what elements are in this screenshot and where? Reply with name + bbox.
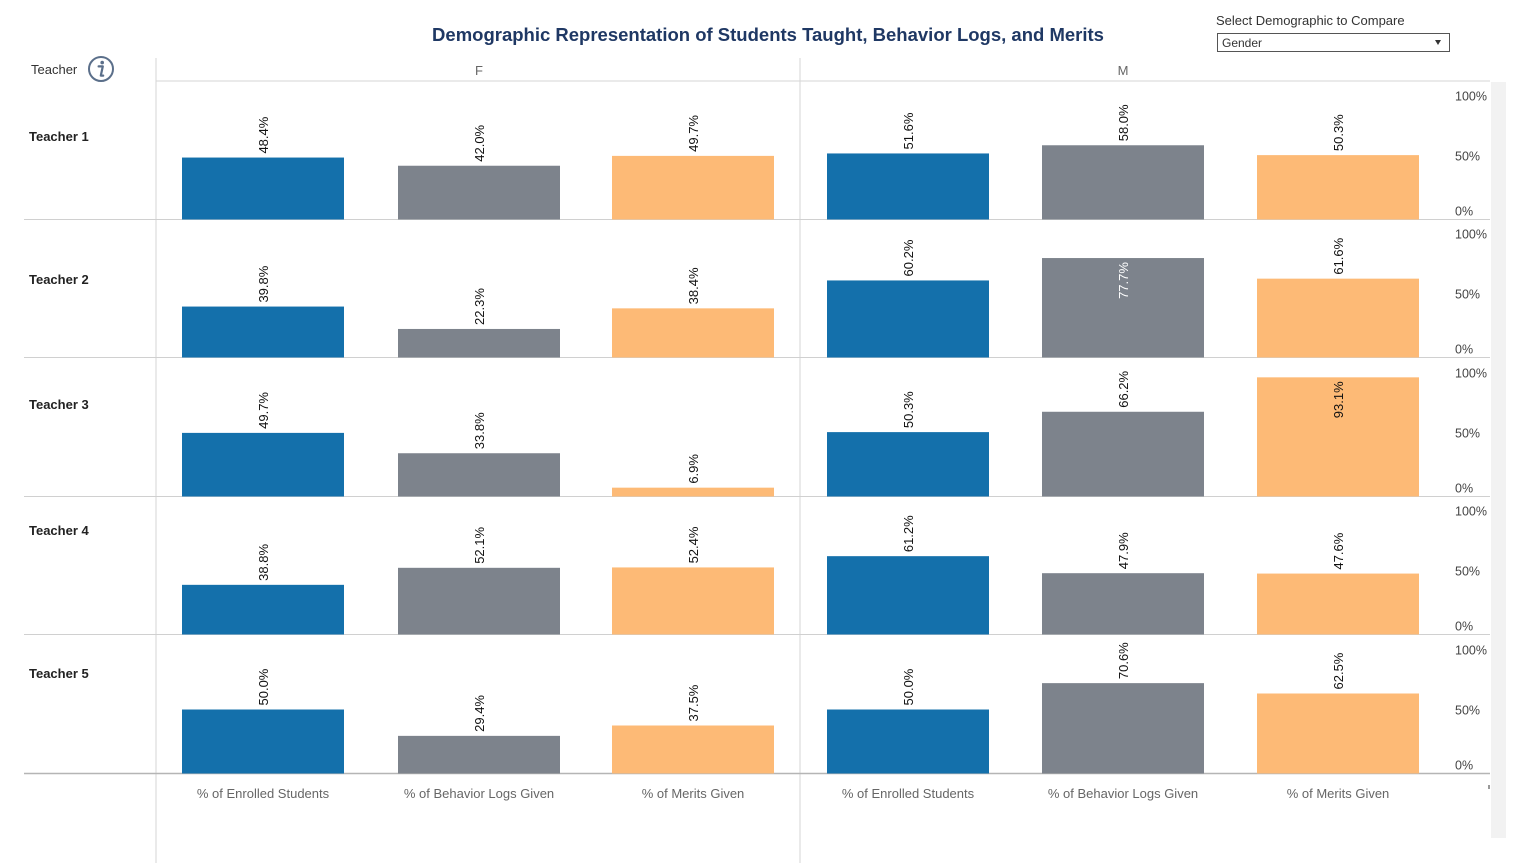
bar-f-2[interactable] [398,567,560,635]
demographic-filter-dropdown[interactable]: Gender [1217,33,1450,52]
data-label: 37.5% [686,684,701,721]
axis-tick-label: 50% [1455,427,1480,441]
axis-tick-label: 100% [1455,644,1487,658]
data-label: 39.8% [256,265,271,302]
axis-tick-label: 50% [1455,704,1480,718]
info-circle-icon[interactable] [87,55,115,83]
axis-tick-label: 100% [1455,228,1487,242]
bar-f-2[interactable] [398,735,560,774]
axis-tick-label: 50% [1455,150,1480,164]
resize-handle [1488,785,1490,789]
column-header-f: F [475,63,483,78]
vertical-scrollbar[interactable] [1491,82,1506,838]
x-axis-label: % of Enrolled Students [197,786,330,801]
bar-f-2[interactable] [398,453,560,497]
bar-f-3[interactable] [612,567,774,635]
axis-tick-label: 50% [1455,565,1480,579]
bar-f-2[interactable] [398,328,560,358]
axis-tick-label: 100% [1455,90,1487,104]
bar-f-1[interactable] [182,584,344,635]
data-label: 66.2% [1116,370,1131,407]
data-label: 29.4% [472,695,487,732]
row-label-teacher-2: Teacher 2 [29,272,89,287]
bar-f-3[interactable] [612,155,774,220]
data-label: 62.5% [1331,652,1346,689]
bar-f-2[interactable] [398,165,560,220]
data-label: 49.7% [686,115,701,152]
data-label: 22.3% [472,288,487,325]
data-label: 60.2% [901,239,916,276]
data-label: 50.3% [901,391,916,428]
x-axis-label: % of Merits Given [642,786,745,801]
row-label-teacher-3: Teacher 3 [29,397,89,412]
x-axis-label: % of Behavior Logs Given [1048,786,1198,801]
bar-m-3[interactable] [1257,693,1419,774]
data-label: 52.1% [472,527,487,564]
axis-tick-label: 0% [1455,759,1473,773]
bar-m-2[interactable] [1042,258,1204,358]
column-header-m: M [1117,63,1129,78]
data-label: 49.7% [256,392,271,429]
axis-tick-label: 0% [1455,482,1473,496]
bar-m-1[interactable] [827,280,989,358]
data-label: 52.4% [686,526,701,563]
data-label: 48.4% [256,116,271,153]
bar-f-3[interactable] [612,487,774,497]
data-label: 38.4% [686,267,701,304]
chevron-down-icon[interactable] [1435,40,1441,45]
demographic-filter-value: Gender [1222,36,1263,50]
axis-tick-label: 0% [1455,205,1473,219]
bar-m-3[interactable] [1257,278,1419,358]
axis-tick-label: 100% [1455,367,1487,381]
bar-f-1[interactable] [182,157,344,220]
bar-m-1[interactable] [827,556,989,635]
bar-m-2[interactable] [1042,145,1204,220]
axis-tick-label: 100% [1455,505,1487,519]
demographic-filter-label: Select Demographic to Compare [1216,13,1405,28]
bar-f-3[interactable] [612,308,774,358]
row-label-teacher-4: Teacher 4 [29,523,90,538]
bar-m-2[interactable] [1042,683,1204,774]
bar-m-3[interactable] [1257,155,1419,220]
data-label: 77.7% [1116,262,1131,299]
bar-m-3[interactable] [1257,377,1419,497]
data-label: 61.2% [901,515,916,552]
bar-m-1[interactable] [827,432,989,497]
data-label: 47.9% [1116,532,1131,569]
data-label: 51.6% [901,112,916,149]
data-label: 58.0% [1116,104,1131,141]
bar-f-1[interactable] [182,306,344,358]
data-label: 50.3% [1331,114,1346,151]
bar-f-1[interactable] [182,709,344,774]
x-axis-label: % of Enrolled Students [842,786,975,801]
teacher-column-header: Teacher [31,62,78,77]
bar-f-3[interactable] [612,725,774,774]
data-label: 50.0% [256,668,271,705]
row-label-teacher-5: Teacher 5 [29,666,89,681]
axis-tick-label: 0% [1455,343,1473,357]
data-label: 47.6% [1331,532,1346,569]
data-label: 70.6% [1116,642,1131,679]
data-label: 6.9% [686,454,701,484]
bar-m-2[interactable] [1042,573,1204,635]
x-axis-label: % of Merits Given [1287,786,1390,801]
bar-m-1[interactable] [827,709,989,774]
axis-tick-label: 0% [1455,620,1473,634]
x-axis-label: % of Behavior Logs Given [404,786,554,801]
bar-m-3[interactable] [1257,573,1419,635]
data-label: 93.1% [1331,381,1346,418]
chart-title: Demographic Representation of Students T… [432,24,1104,45]
bar-f-1[interactable] [182,432,344,497]
data-label: 38.8% [256,544,271,581]
data-label: 42.0% [472,124,487,161]
row-label-teacher-1: Teacher 1 [29,129,89,144]
axis-tick-label: 50% [1455,288,1480,302]
bar-m-1[interactable] [827,153,989,220]
data-label: 50.0% [901,668,916,705]
data-label: 33.8% [472,412,487,449]
data-label: 61.6% [1331,237,1346,274]
bar-m-2[interactable] [1042,411,1204,497]
